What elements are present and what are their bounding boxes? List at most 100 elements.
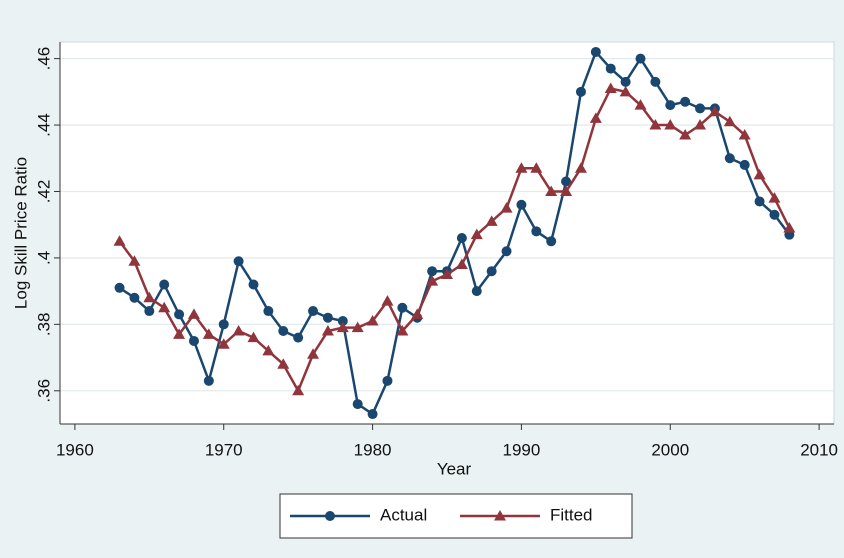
- marker: [515, 162, 528, 173]
- marker: [114, 282, 125, 293]
- marker: [546, 236, 557, 247]
- x-tick-label: 1970: [205, 440, 243, 459]
- marker: [738, 129, 751, 140]
- marker: [470, 228, 483, 240]
- marker: [367, 409, 378, 420]
- marker: [456, 232, 467, 243]
- marker: [292, 384, 305, 396]
- marker: [173, 328, 186, 339]
- marker: [397, 302, 408, 313]
- x-axis-title: Year: [437, 459, 472, 478]
- marker: [143, 291, 156, 303]
- marker: [248, 279, 259, 290]
- marker: [325, 511, 335, 521]
- marker: [501, 246, 512, 257]
- marker: [277, 358, 290, 369]
- marker: [278, 325, 289, 336]
- marker: [129, 292, 140, 303]
- marker: [724, 153, 735, 164]
- marker: [664, 119, 677, 130]
- marker: [411, 308, 424, 319]
- plot-area: [59, 41, 835, 425]
- marker: [574, 162, 587, 173]
- marker: [352, 399, 363, 410]
- marker: [158, 301, 171, 313]
- legend-label: Fitted: [550, 505, 593, 524]
- y-tick-label: .42: [34, 180, 53, 204]
- marker: [351, 321, 364, 333]
- marker: [723, 115, 736, 127]
- marker: [307, 348, 320, 359]
- marker: [336, 321, 349, 333]
- y-tick-label: .36: [34, 379, 53, 403]
- marker: [635, 53, 646, 64]
- marker: [321, 324, 334, 336]
- series-line: [118, 49, 791, 416]
- y-tick-label: .44: [34, 113, 53, 137]
- marker: [217, 338, 230, 349]
- series-line: [118, 87, 791, 394]
- marker: [650, 76, 661, 87]
- x-tick-label: 1980: [354, 440, 392, 459]
- marker: [605, 63, 616, 74]
- marker: [337, 316, 348, 327]
- marker: [589, 112, 602, 123]
- marker: [516, 199, 527, 210]
- x-tick-label: 1960: [56, 440, 94, 459]
- marker: [202, 328, 215, 339]
- marker: [187, 308, 200, 319]
- marker: [590, 46, 601, 57]
- legend-label: Actual: [380, 505, 427, 524]
- marker: [159, 279, 170, 290]
- marker: [575, 86, 586, 97]
- marker: [247, 331, 260, 343]
- marker: [396, 324, 409, 336]
- marker: [293, 332, 304, 343]
- marker: [783, 222, 796, 233]
- marker: [113, 235, 126, 246]
- marker: [561, 176, 572, 187]
- marker: [680, 96, 691, 107]
- marker: [322, 312, 333, 323]
- marker: [545, 185, 558, 196]
- marker: [494, 510, 506, 521]
- x-tick-label: 2010: [800, 440, 838, 459]
- marker: [441, 268, 453, 280]
- marker: [426, 275, 439, 286]
- marker: [754, 196, 765, 207]
- marker: [308, 306, 319, 317]
- marker: [144, 306, 155, 317]
- marker: [427, 266, 438, 277]
- marker: [485, 215, 498, 226]
- marker: [366, 315, 379, 326]
- marker: [530, 162, 543, 173]
- marker: [768, 192, 781, 203]
- marker: [471, 286, 482, 297]
- marker: [604, 82, 617, 94]
- marker: [263, 306, 274, 317]
- marker: [649, 119, 662, 130]
- marker: [232, 324, 245, 336]
- marker: [753, 168, 766, 180]
- marker: [262, 344, 275, 356]
- y-tick-label: .38: [34, 313, 53, 337]
- marker: [679, 129, 692, 140]
- marker: [708, 105, 721, 117]
- marker: [531, 226, 542, 237]
- marker: [455, 258, 468, 270]
- marker: [665, 100, 676, 111]
- marker: [174, 309, 185, 320]
- y-axis-title: Log Skill Price Ratio: [11, 157, 30, 309]
- marker: [233, 256, 244, 267]
- marker: [381, 295, 394, 306]
- x-tick-label: 2000: [651, 440, 689, 459]
- marker: [739, 159, 750, 170]
- y-tick-label: .46: [34, 47, 53, 71]
- x-tick-label: 1990: [503, 440, 541, 459]
- marker: [634, 99, 647, 110]
- marker: [769, 209, 780, 220]
- marker: [694, 119, 707, 130]
- marker: [128, 255, 141, 266]
- marker: [218, 319, 229, 330]
